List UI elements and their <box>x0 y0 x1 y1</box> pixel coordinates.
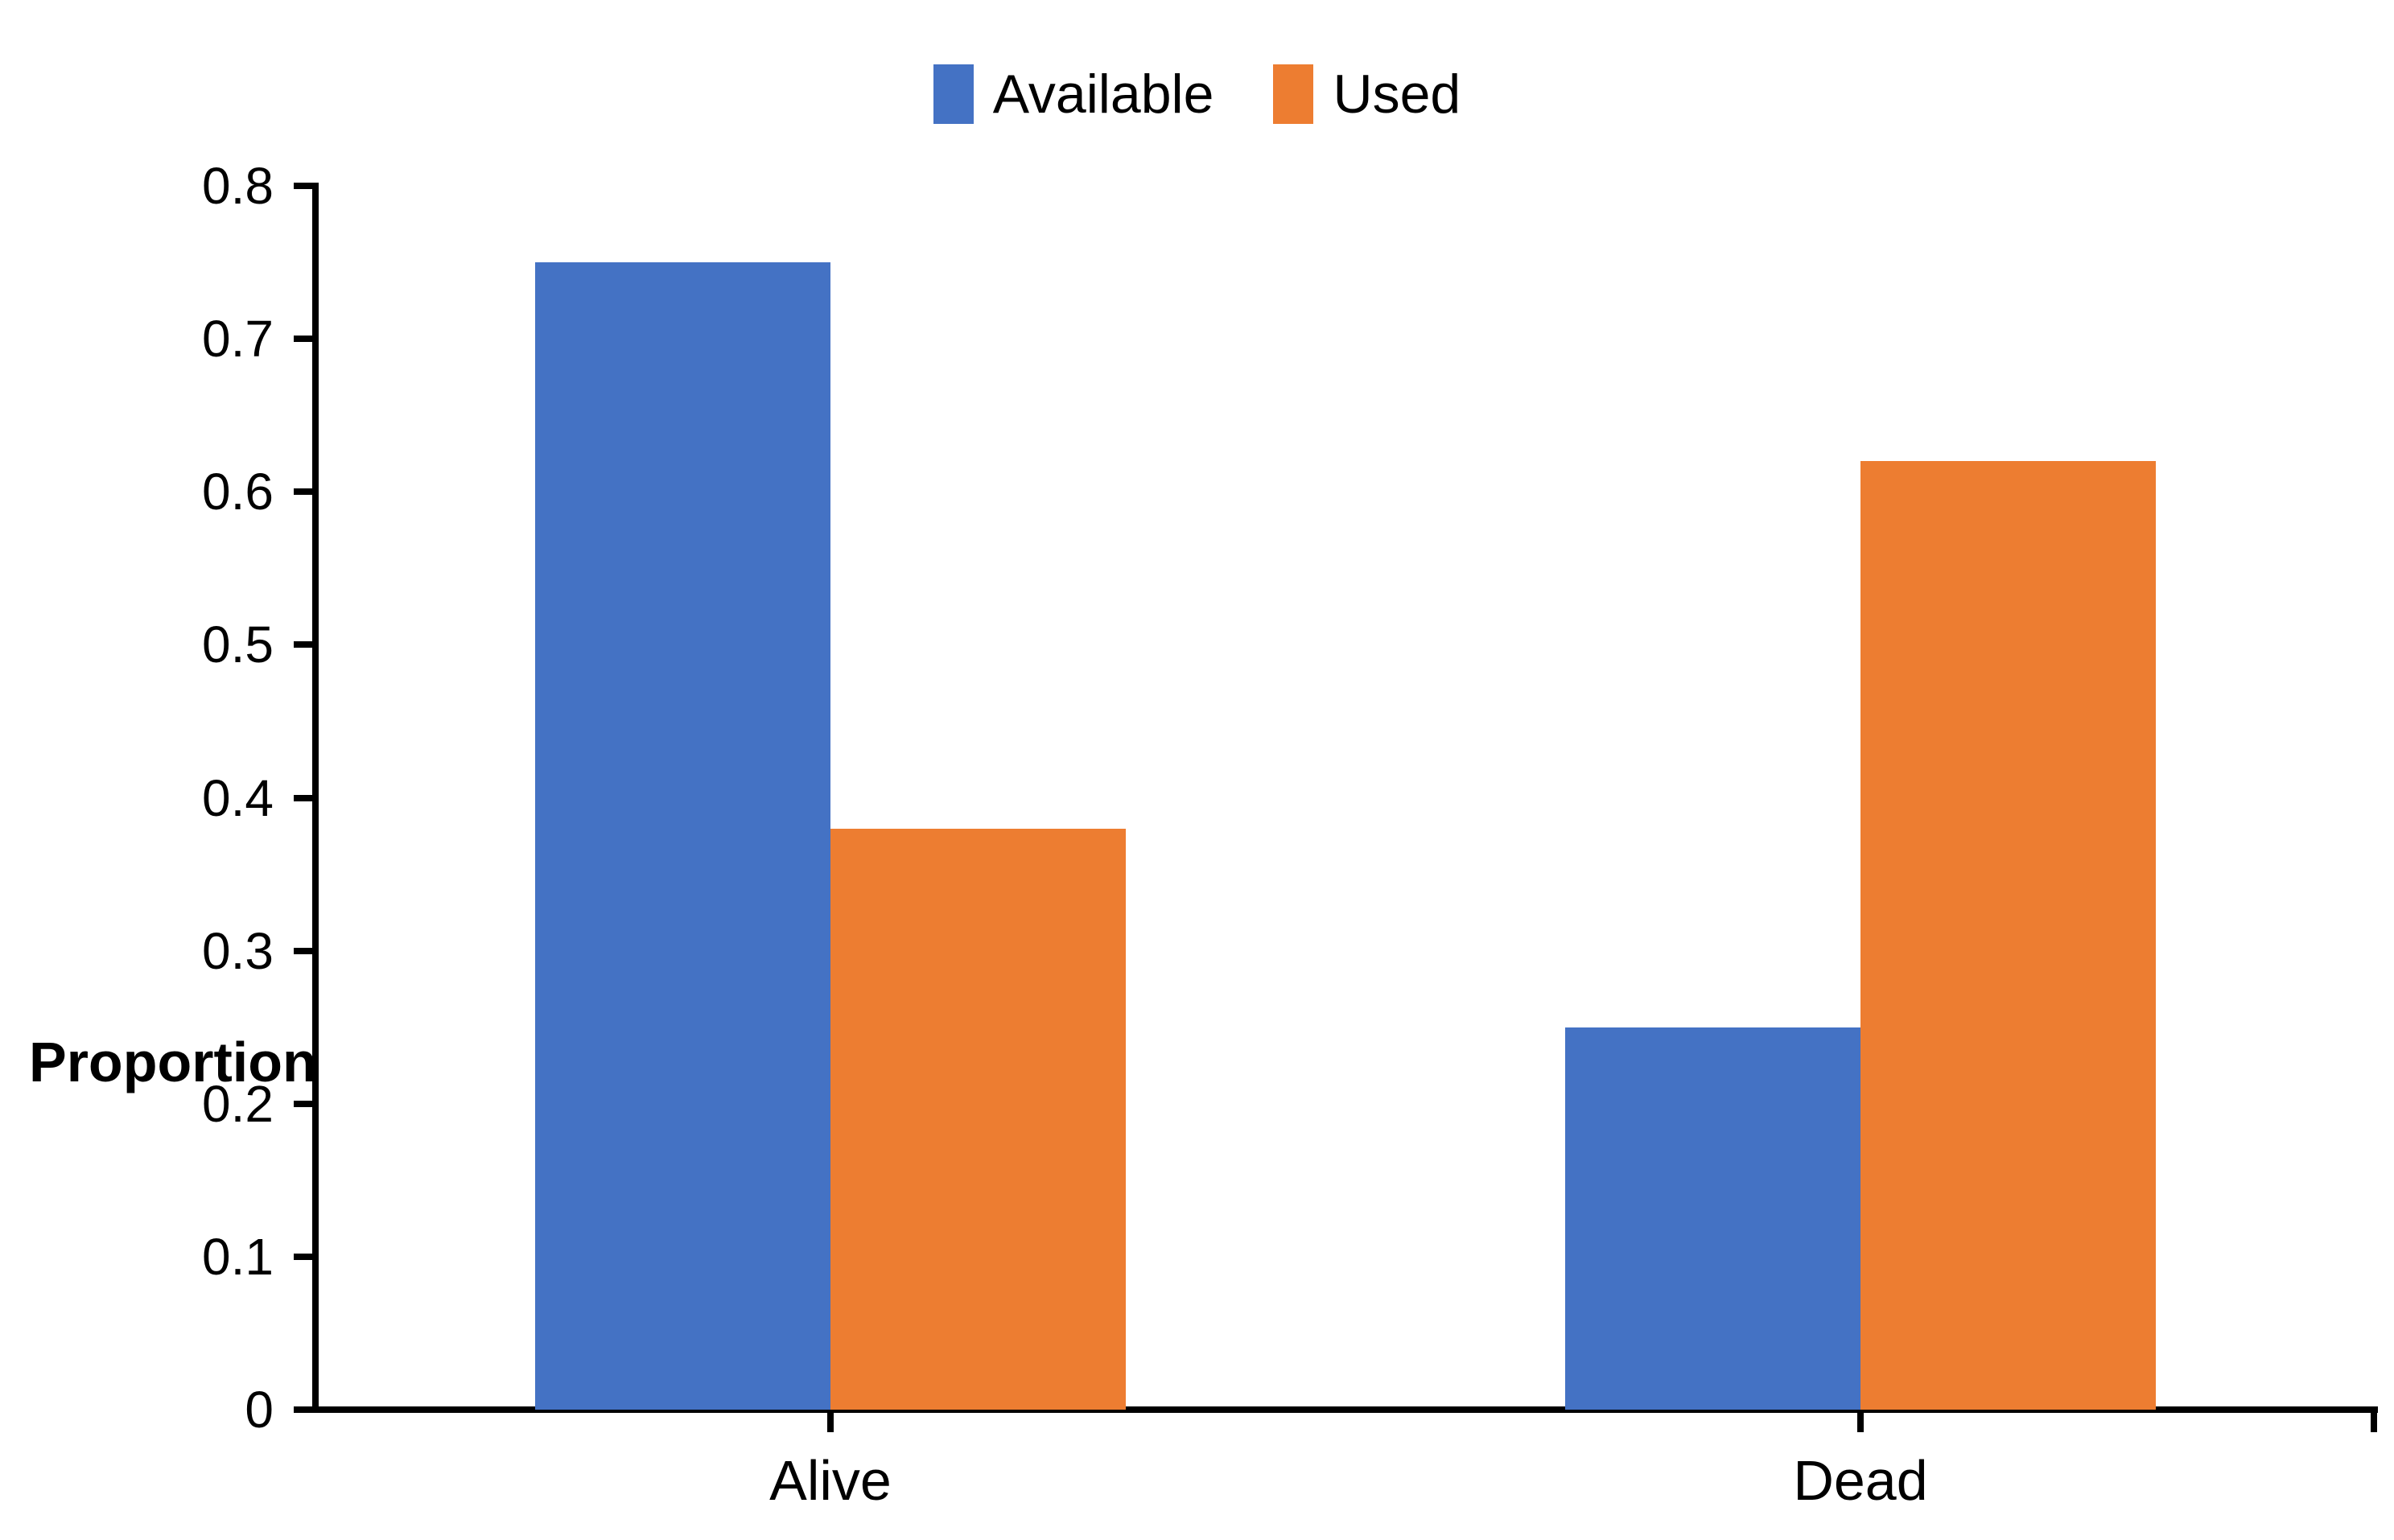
bar-dead-available <box>1565 1027 1860 1410</box>
bar-alive-used <box>830 828 1126 1410</box>
y-tick-mark <box>294 336 315 343</box>
x-category-label: Alive <box>769 1449 892 1512</box>
bar-alive-available <box>535 262 830 1410</box>
y-tick-label: 0.8 <box>202 157 274 215</box>
y-tick-mark <box>294 488 315 496</box>
y-tick-mark <box>294 947 315 954</box>
x-tick-mark <box>2371 1413 2377 1432</box>
y-tick-label: 0.3 <box>202 921 274 980</box>
y-tick-mark <box>294 1100 315 1107</box>
y-axis-line <box>312 183 319 1413</box>
legend-swatch-available <box>933 64 974 124</box>
legend-item-available: Available <box>933 63 1214 126</box>
y-tick-label: 0.2 <box>202 1074 274 1133</box>
y-tick-label: 0.7 <box>202 310 274 369</box>
legend: Available Used <box>0 63 2394 126</box>
y-tick-label: 0.6 <box>202 463 274 521</box>
x-category-label: Dead <box>1793 1449 1928 1512</box>
x-tick-mark <box>1857 1413 1864 1432</box>
y-tick-label: 0 <box>245 1381 274 1439</box>
y-tick-label: 0.4 <box>202 768 274 827</box>
legend-swatch-used <box>1273 64 1314 124</box>
legend-item-used: Used <box>1273 63 1461 126</box>
y-tick-label: 0.1 <box>202 1227 274 1286</box>
y-tick-mark <box>294 183 315 189</box>
bar-dead-used <box>1860 461 2156 1410</box>
x-tick-mark <box>827 1413 834 1432</box>
legend-label: Available <box>992 64 1214 125</box>
x-axis-line <box>294 1406 2378 1413</box>
legend-label: Used <box>1333 64 1461 125</box>
y-tick-mark <box>294 1253 315 1260</box>
y-tick-label: 0.5 <box>202 616 274 674</box>
y-tick-mark <box>294 794 315 801</box>
y-tick-mark <box>294 641 315 649</box>
